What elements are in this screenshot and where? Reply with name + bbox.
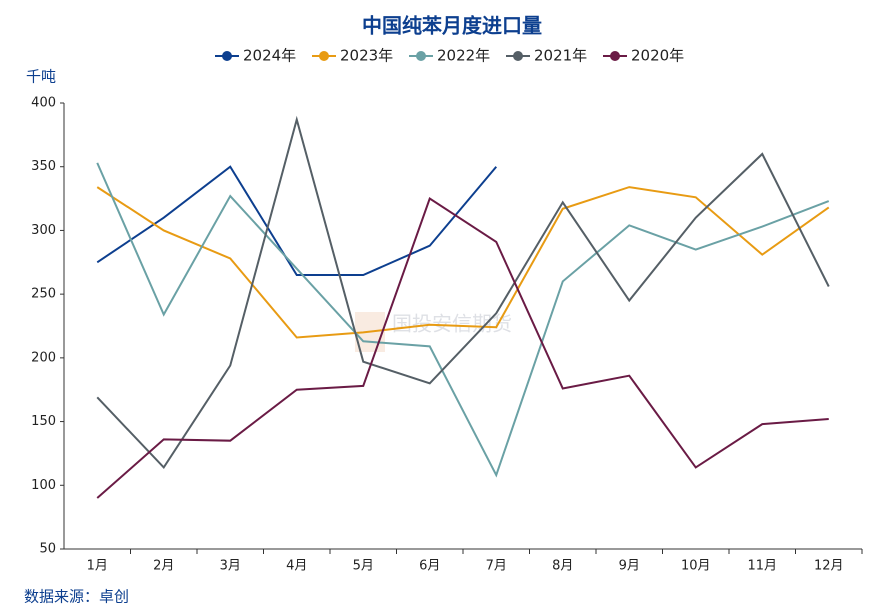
legend-label: 2024年 [243,47,296,65]
legend-marker [610,51,620,61]
legend-label: 2020年 [631,47,684,65]
watermark: 国投安信期货 [392,312,512,336]
y-tick-label: 150 [31,414,56,429]
x-tick-label: 11月 [747,559,777,574]
y-tick-label: 200 [31,350,56,365]
legend-label: 2021年 [534,47,587,65]
y-axis-unit: 千吨 [26,68,56,86]
series-line [96,162,830,478]
x-tick-label: 9月 [619,559,640,574]
legend-marker [222,51,232,61]
x-tick-label: 12月 [814,559,844,574]
legend-marker [416,51,426,61]
series-line [96,165,498,277]
y-tick-label: 50 [39,542,56,557]
x-tick-label: 2月 [153,559,174,574]
legend-marker [513,51,523,61]
chart-title: 中国纯苯月度进口量 [362,14,542,38]
y-tick-label: 100 [31,478,56,493]
x-tick-label: 8月 [552,559,573,574]
y-tick-label: 300 [31,223,56,238]
x-tick-label: 3月 [220,559,241,574]
legend-label: 2022年 [437,47,490,65]
series-line [96,115,830,470]
y-tick-label: 350 [31,159,56,174]
series-line [96,197,829,499]
legend-label: 2023年 [340,47,393,65]
x-tick-label: 6月 [419,559,440,574]
y-tick-label: 250 [31,287,56,302]
source: 数据来源：卓创 [24,588,129,606]
x-tick-label: 7月 [486,559,507,574]
x-tick-label: 10月 [681,559,711,574]
y-tick-label: 400 [31,96,56,111]
x-tick-label: 4月 [286,559,307,574]
legend-marker [319,51,329,61]
x-tick-label: 1月 [87,559,108,574]
x-tick-label: 5月 [353,559,374,574]
